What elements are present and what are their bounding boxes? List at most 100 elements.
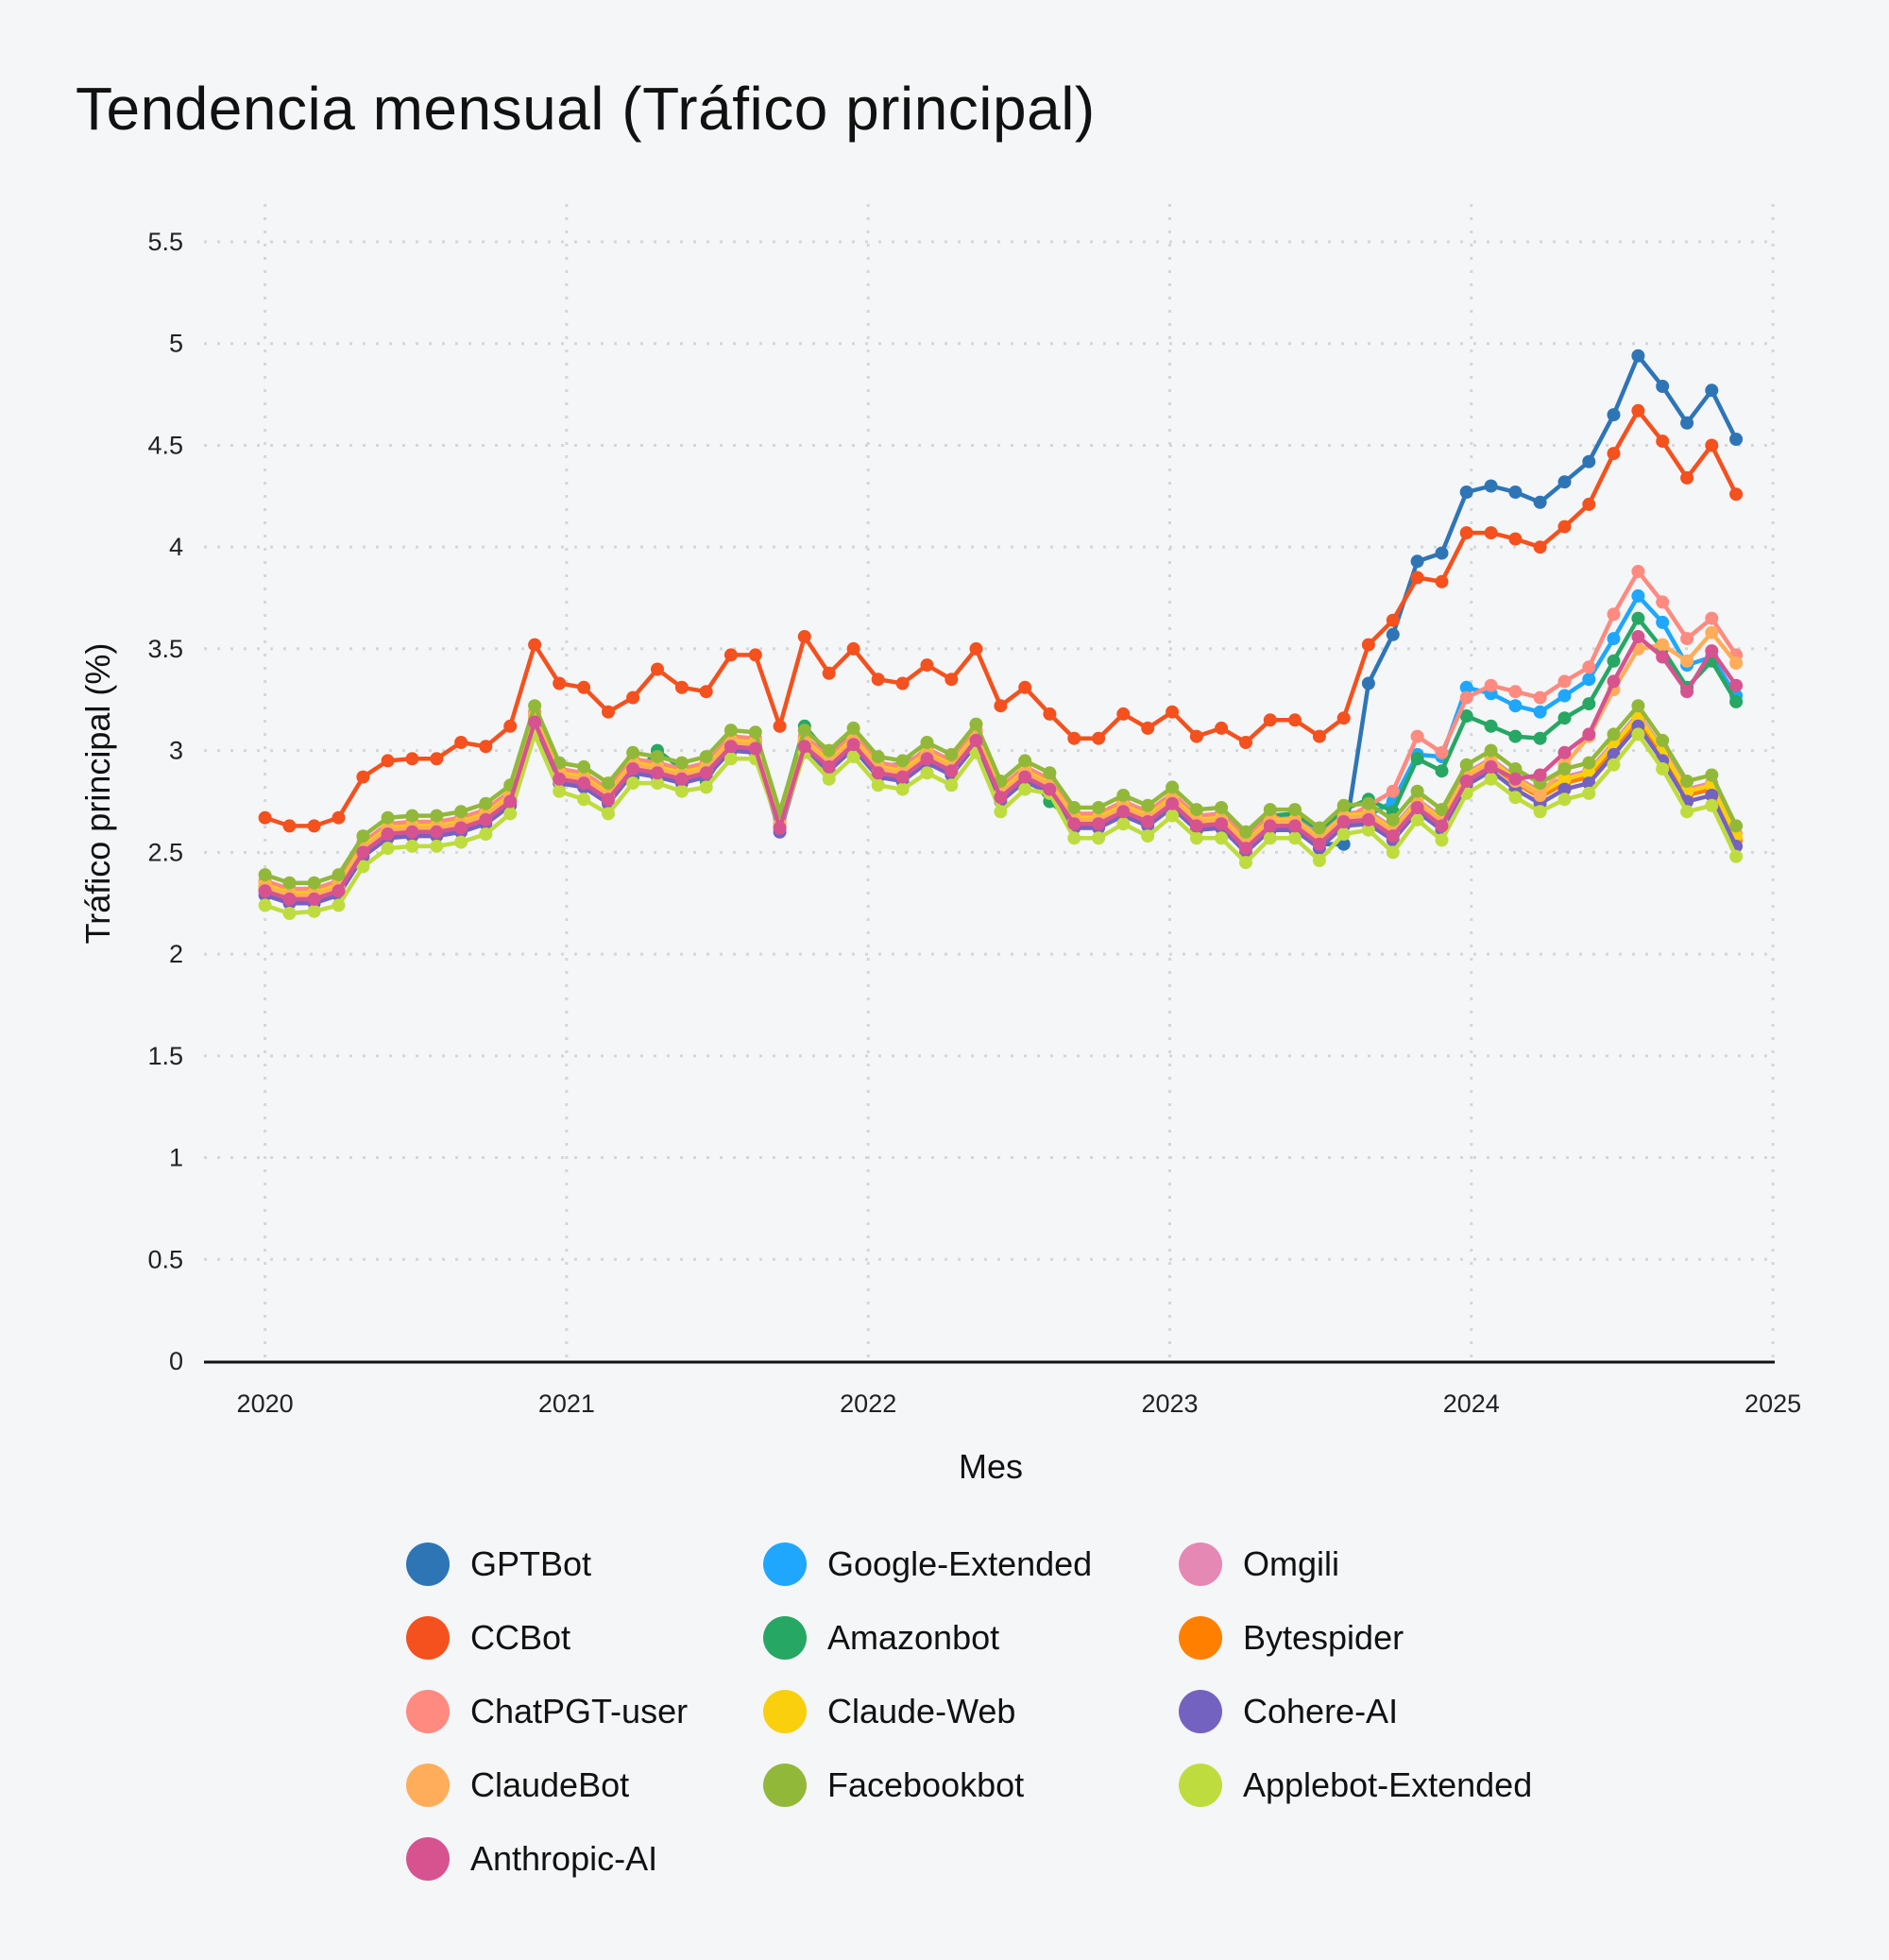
data-point (674, 772, 689, 786)
data-point (1189, 729, 1203, 743)
legend-swatch-icon (1179, 1616, 1222, 1660)
data-point (651, 766, 664, 780)
data-point (1557, 745, 1572, 759)
data-point (1705, 383, 1719, 398)
data-point (1215, 801, 1229, 814)
data-point (920, 736, 934, 749)
data-point (1508, 762, 1523, 775)
data-point (258, 884, 272, 898)
data-point (1263, 831, 1277, 845)
data-point (895, 754, 910, 768)
data-point (1582, 727, 1596, 741)
data-point (1288, 713, 1302, 727)
data-point (626, 776, 640, 791)
data-point (1410, 571, 1424, 585)
data-point (748, 741, 762, 756)
data-point (1092, 731, 1106, 745)
data-point (1631, 565, 1645, 578)
data-point (1141, 829, 1155, 844)
legend-label: ChatPGT-user (470, 1692, 689, 1730)
legend-item[interactable]: Claude-Web (763, 1689, 1179, 1734)
data-point (1288, 819, 1302, 833)
data-point (1705, 798, 1719, 812)
data-point (1312, 837, 1326, 851)
data-point (1705, 438, 1719, 452)
legend-item[interactable]: Anthropic-AI (406, 1836, 763, 1882)
legend-item[interactable]: Applebot-Extended (1179, 1763, 1557, 1808)
data-point (1043, 766, 1057, 780)
legend-swatch-icon (406, 1764, 450, 1807)
data-point (1680, 685, 1694, 699)
data-point (871, 766, 885, 780)
data-point (1092, 831, 1106, 845)
data-point (1607, 447, 1621, 461)
data-point (602, 776, 615, 791)
data-point (479, 812, 493, 827)
legend-item[interactable]: Facebookbot (763, 1763, 1179, 1808)
data-point (846, 738, 860, 752)
series-ccbot (258, 403, 1744, 833)
data-point (1435, 574, 1449, 588)
data-point (503, 719, 518, 733)
legend-item[interactable]: CCBot (406, 1615, 763, 1661)
data-point (1312, 821, 1326, 835)
legend-swatch-icon (1179, 1690, 1222, 1733)
data-point (1557, 475, 1572, 489)
data-point (944, 778, 959, 793)
data-point (1116, 707, 1131, 721)
data-point (871, 673, 885, 687)
legend-item[interactable]: GPTBot (406, 1542, 763, 1587)
data-point (822, 772, 836, 786)
data-point (1533, 789, 1547, 802)
data-point (748, 648, 762, 662)
data-point (1067, 817, 1081, 831)
data-point (1435, 819, 1449, 833)
data-point (1631, 588, 1645, 603)
data-point (1582, 786, 1596, 800)
data-point (1067, 831, 1081, 845)
y-tick-label: 5.5 (147, 228, 183, 256)
legend-label: Anthropic-AI (470, 1839, 658, 1878)
data-point (1410, 554, 1424, 569)
data-point (626, 745, 640, 759)
data-point (944, 764, 959, 778)
data-point (1508, 699, 1523, 713)
data-point (1557, 762, 1572, 775)
y-tick-label: 0.5 (147, 1245, 183, 1273)
legend-item[interactable]: ClaudeBot (406, 1763, 763, 1808)
data-point (994, 791, 1008, 805)
data-point (381, 810, 395, 825)
data-point (1189, 819, 1203, 833)
data-point (1656, 595, 1670, 609)
data-point (1557, 689, 1572, 703)
legend-item[interactable]: ChatPGT-user (406, 1689, 763, 1734)
data-point (356, 860, 370, 874)
data-point (1166, 705, 1180, 719)
data-point (1166, 809, 1180, 823)
data-point (1656, 615, 1670, 629)
legend-swatch-icon (406, 1542, 450, 1586)
data-point (1533, 705, 1547, 719)
data-point (332, 898, 346, 912)
data-point (1288, 803, 1302, 817)
data-point (944, 673, 959, 687)
data-point (822, 759, 836, 774)
data-point (1410, 812, 1424, 827)
legend-item[interactable]: Cohere-AI (1179, 1689, 1557, 1734)
data-point (1386, 627, 1400, 641)
data-point (1557, 520, 1572, 534)
legend: GPTBot Google-Extended Omgili CCBot Amazonbo… (406, 1542, 1557, 1882)
data-point (723, 752, 738, 766)
data-point (258, 868, 272, 882)
data-point (1435, 764, 1449, 778)
data-point (1705, 789, 1719, 802)
legend-item[interactable]: Amazonbot (763, 1615, 1179, 1661)
data-point (1533, 540, 1547, 554)
legend-item[interactable]: Google-Extended (763, 1542, 1179, 1587)
data-point (1067, 801, 1081, 814)
legend-item[interactable]: Bytespider (1179, 1615, 1557, 1661)
data-point (1116, 805, 1131, 819)
legend-label: Google-Extended (827, 1544, 1093, 1583)
legend-item[interactable]: Omgili (1179, 1542, 1557, 1587)
